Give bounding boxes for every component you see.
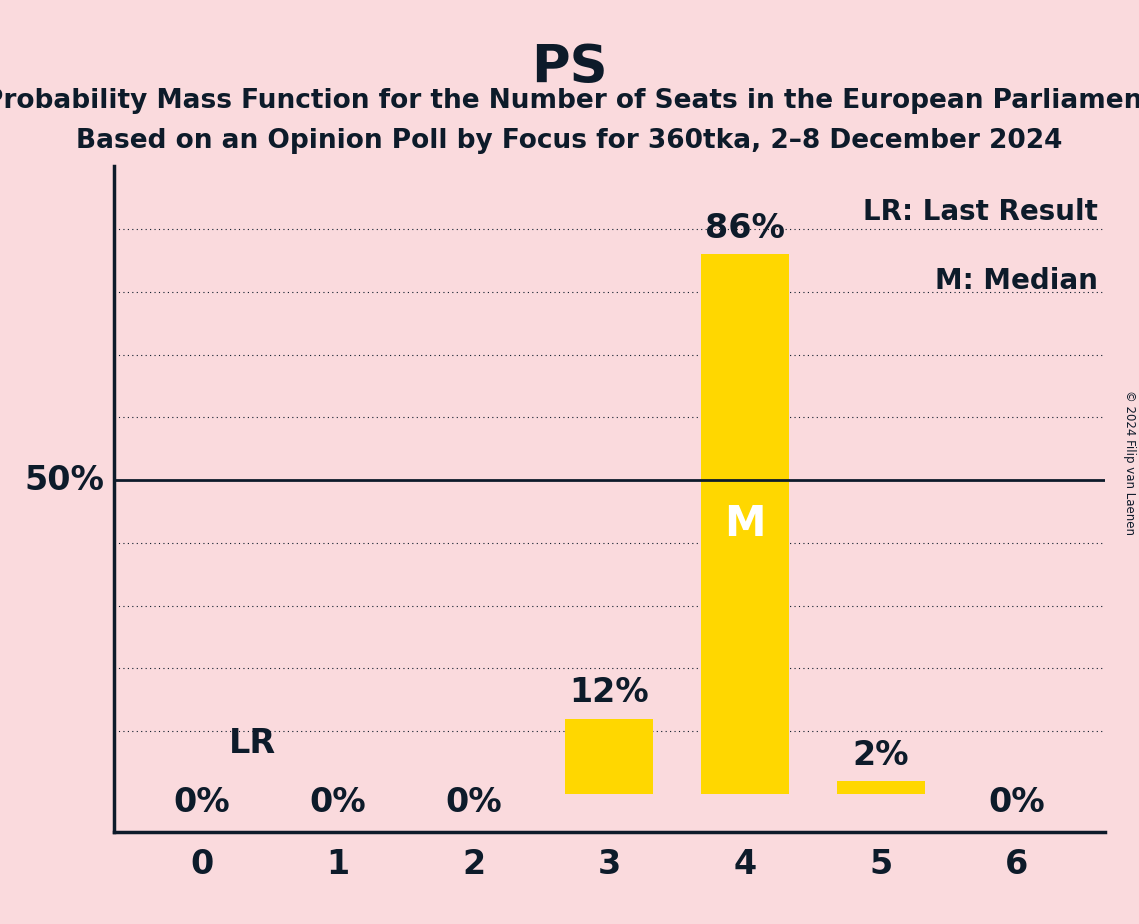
Text: M: Median: M: Median: [935, 267, 1098, 295]
Text: 0%: 0%: [989, 786, 1044, 819]
Text: Probability Mass Function for the Number of Seats in the European Parliament: Probability Mass Function for the Number…: [0, 88, 1139, 114]
Text: 50%: 50%: [25, 464, 105, 496]
Bar: [837, 782, 925, 794]
Text: 12%: 12%: [570, 676, 649, 710]
Text: 0%: 0%: [310, 786, 367, 819]
Bar: [565, 719, 654, 794]
Text: 0%: 0%: [445, 786, 502, 819]
Text: LR: Last Result: LR: Last Result: [863, 198, 1098, 225]
Text: 2%: 2%: [853, 739, 909, 772]
Text: M: M: [724, 503, 765, 545]
Text: 0%: 0%: [174, 786, 230, 819]
Text: LR: LR: [229, 727, 277, 760]
Text: © 2024 Filip van Laenen: © 2024 Filip van Laenen: [1123, 390, 1137, 534]
Text: PS: PS: [531, 42, 608, 93]
Text: Based on an Opinion Poll by Focus for 360tka, 2–8 December 2024: Based on an Opinion Poll by Focus for 36…: [76, 128, 1063, 153]
Bar: [700, 254, 789, 794]
Text: 86%: 86%: [705, 212, 785, 245]
